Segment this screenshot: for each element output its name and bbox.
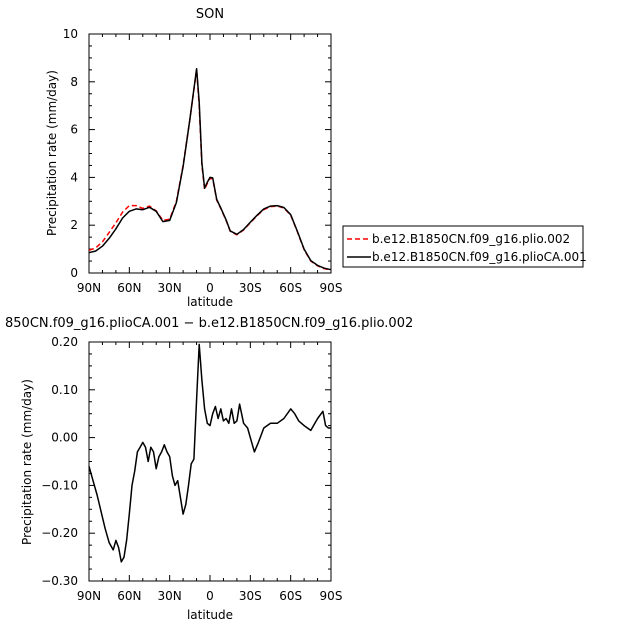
top-xtick-label: 0 — [206, 281, 214, 295]
top-x-axis-label: latitude — [187, 295, 233, 309]
top-title: SON — [196, 7, 224, 22]
top-axis-ticks: 90N 60N 30N 0 30S 60S 90S 0 2 4 6 8 10 — [63, 27, 343, 295]
top-series-line-0 — [88, 69, 332, 271]
bottom-ytick-label: 0.00 — [51, 431, 78, 445]
bottom-xtick-label: 60S — [279, 589, 302, 603]
top-xtick-label: 90S — [320, 281, 343, 295]
top-ytick-label: 0 — [70, 266, 78, 280]
top-xtick-label: 60S — [279, 281, 302, 295]
legend: b.e12.B1850CN.f09_g16.plio.002 b.e12.B18… — [342, 225, 587, 268]
bottom-panel: 850CN.f09_g16.plioCA.001 − b.e12.B1850CN… — [5, 316, 413, 622]
top-ytick-label: 8 — [70, 75, 78, 89]
bottom-title: 850CN.f09_g16.plioCA.001 − b.e12.B1850CN… — [5, 316, 413, 331]
bottom-xtick-label: 90S — [320, 589, 343, 603]
top-xtick-label: 60N — [117, 281, 141, 295]
bottom-xtick-label: 60N — [117, 589, 141, 603]
top-xtick-label: 30N — [158, 281, 182, 295]
bottom-series-lines — [88, 343, 331, 563]
top-series-lines — [88, 67, 332, 271]
bottom-xtick-label: 30S — [239, 589, 262, 603]
legend-label-plio: b.e12.B1850CN.f09_g16.plio.002 — [372, 232, 570, 246]
bottom-ytick-label: −0.30 — [41, 574, 78, 588]
legend-box — [342, 225, 584, 268]
top-ytick-label: 10 — [63, 27, 78, 41]
bottom-y-axis-label: Precipitation rate (mm/day) — [20, 379, 34, 545]
top-plot-frame — [88, 33, 332, 274]
bottom-ytick-label: 0.20 — [51, 335, 78, 349]
legend-label-pliocA: b.e12.B1850CN.f09_g16.plioCA.001 — [372, 250, 587, 264]
bottom-series-line-0 — [88, 343, 331, 563]
bottom-xtick-label: 0 — [206, 589, 214, 603]
bottom-axis-ticks: 90N 60N 30N 0 30S 60S 90S −0.30 −0.20 −0.10 0.00 0.… — [41, 335, 342, 603]
bottom-ytick-label: 0.10 — [51, 383, 78, 397]
bottom-x-axis-label: latitude — [187, 608, 233, 622]
bottom-xtick-label: 30N — [158, 589, 182, 603]
top-series-line-1 — [88, 67, 332, 271]
top-ytick-label: 2 — [70, 218, 78, 232]
bottom-ytick-label: −0.10 — [41, 478, 78, 492]
bottom-ytick-label: −0.20 — [41, 526, 78, 540]
bottom-xtick-label: 90N — [77, 589, 101, 603]
top-ytick-label: 4 — [70, 170, 78, 184]
top-ytick-label: 6 — [70, 123, 78, 137]
top-xtick-label: 30S — [239, 281, 262, 295]
top-xtick-label: 90N — [77, 281, 101, 295]
top-y-axis-label: Precipitation rate (mm/day) — [45, 70, 59, 236]
